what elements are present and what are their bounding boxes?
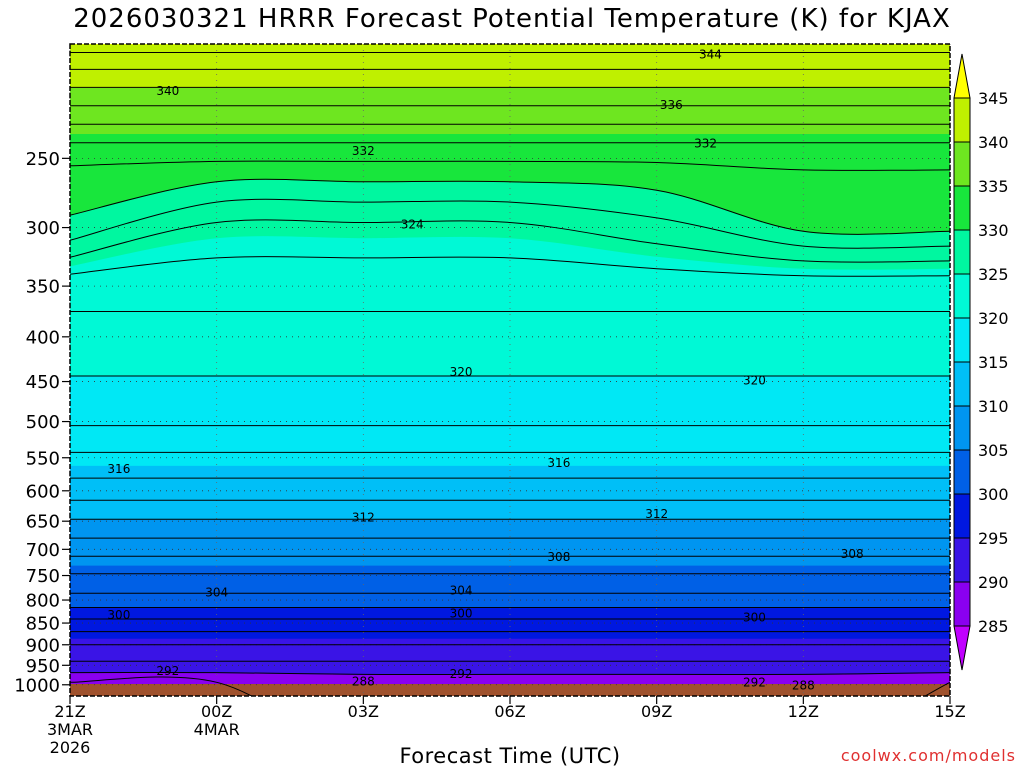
colorbar-label: 340 [978, 133, 1009, 152]
contour-label: 288 [792, 678, 815, 692]
colorbar-swatch-320 [953, 273, 971, 319]
x-tick-label: 00Z [201, 702, 232, 721]
x-tick-label: 09Z [641, 702, 672, 721]
contour-label: 312 [352, 511, 375, 525]
colorbar-swatch-310 [953, 361, 971, 407]
x-tick-label: 03Z [348, 702, 379, 721]
theta-band-345 [70, 44, 950, 45]
chart-title: 2026030321 HRRR Forecast Potential Tempe… [73, 4, 951, 34]
contour-label: 304 [450, 583, 473, 597]
source-credit: coolwx.com/models [840, 746, 1016, 765]
contour-label: 312 [645, 507, 668, 521]
x-tick-label: 21Z [54, 702, 85, 721]
x-tick-label: 2026 [50, 738, 91, 757]
contour-label: 320 [743, 373, 766, 387]
colorbar-label: 285 [978, 617, 1009, 636]
colorbar-swatch-330 [953, 185, 971, 231]
colorbar-swatch-325 [953, 229, 971, 275]
x-tick-label: 15Z [934, 702, 965, 721]
contour-label: 300 [107, 608, 130, 622]
colorbar-swatch-315 [953, 317, 971, 363]
y-tick-label: 650 [26, 512, 60, 533]
colorbar-swatch-295 [953, 493, 971, 539]
y-tick-label: 900 [26, 635, 60, 656]
x-tick-label: 3MAR [47, 720, 93, 739]
contour-label: 316 [107, 462, 130, 476]
colorbar-bottom-arrow [953, 625, 971, 671]
contour-label: 340 [156, 84, 179, 98]
contour-label: 304 [205, 585, 228, 599]
colorbar-swatch-290 [953, 537, 971, 583]
colorbar-swatch-335 [953, 141, 971, 187]
contour-290 [70, 671, 950, 676]
colorbar-label: 335 [978, 177, 1009, 196]
colorbar-label: 315 [978, 353, 1009, 372]
colorbar-label: 345 [978, 89, 1009, 108]
contour-label: 300 [450, 607, 473, 621]
theta-band-300 [70, 564, 950, 609]
contour-324 [70, 256, 950, 277]
ground-strip [70, 684, 950, 696]
y-tick-label: 400 [26, 327, 60, 348]
colorbar-label: 290 [978, 573, 1009, 592]
x-tick-label: 12Z [788, 702, 819, 721]
x-tick-label: 4MAR [194, 720, 240, 739]
contour-332 [70, 160, 950, 171]
theta-band-310 [70, 464, 950, 520]
colorbar-swatch-340 [953, 97, 971, 143]
y-tick-label: 750 [26, 566, 60, 587]
contour-label: 332 [352, 144, 375, 158]
contour-328 [70, 198, 950, 249]
y-tick-label: 800 [26, 591, 60, 612]
y-tick-label: 950 [26, 656, 60, 677]
contour-label: 308 [841, 547, 864, 561]
contour-label: 324 [401, 217, 424, 231]
x-axis-title: Forecast Time (UTC) [399, 744, 621, 768]
x-tick-label: 06Z [494, 702, 525, 721]
contour-label: 316 [547, 456, 570, 470]
colorbar-label: 320 [978, 309, 1009, 328]
contour-330 [70, 178, 950, 235]
contour-326 [70, 219, 950, 263]
contour-label: 292 [743, 676, 766, 690]
contour-label: 336 [660, 98, 683, 112]
colorbar-label: 330 [978, 221, 1009, 240]
colorbar-label: 300 [978, 485, 1009, 504]
y-tick-label: 450 [26, 372, 60, 393]
contour-label: 300 [743, 610, 766, 624]
y-tick-label: 700 [26, 540, 60, 561]
contour-288 [70, 676, 950, 696]
colorbar-swatch-300 [953, 449, 971, 495]
contour-label: 288 [352, 674, 375, 688]
y-tick-label: 500 [26, 412, 60, 433]
y-tick-label: 300 [26, 218, 60, 239]
contour-label: 320 [450, 365, 473, 379]
y-tick-label: 350 [26, 277, 60, 298]
contour-label: 308 [547, 550, 570, 564]
colorbar-label: 305 [978, 441, 1009, 460]
colorbar-top-arrow [953, 53, 971, 99]
colorbar-label: 295 [978, 529, 1009, 548]
colorbar-swatch-305 [953, 405, 971, 451]
colorbar-label: 325 [978, 265, 1009, 284]
y-tick-label: 600 [26, 481, 60, 502]
contour-label: 332 [694, 136, 717, 150]
y-tick-label: 250 [26, 149, 60, 170]
y-tick-label: 850 [26, 614, 60, 635]
colorbar-label: 310 [978, 397, 1009, 416]
contour-label: 292 [450, 667, 473, 681]
y-tick-label: 1000 [14, 675, 60, 696]
colorbar-swatch-285 [953, 581, 971, 627]
contour-label: 344 [699, 48, 722, 62]
y-tick-label: 550 [26, 448, 60, 469]
contour-label: 292 [156, 664, 179, 678]
